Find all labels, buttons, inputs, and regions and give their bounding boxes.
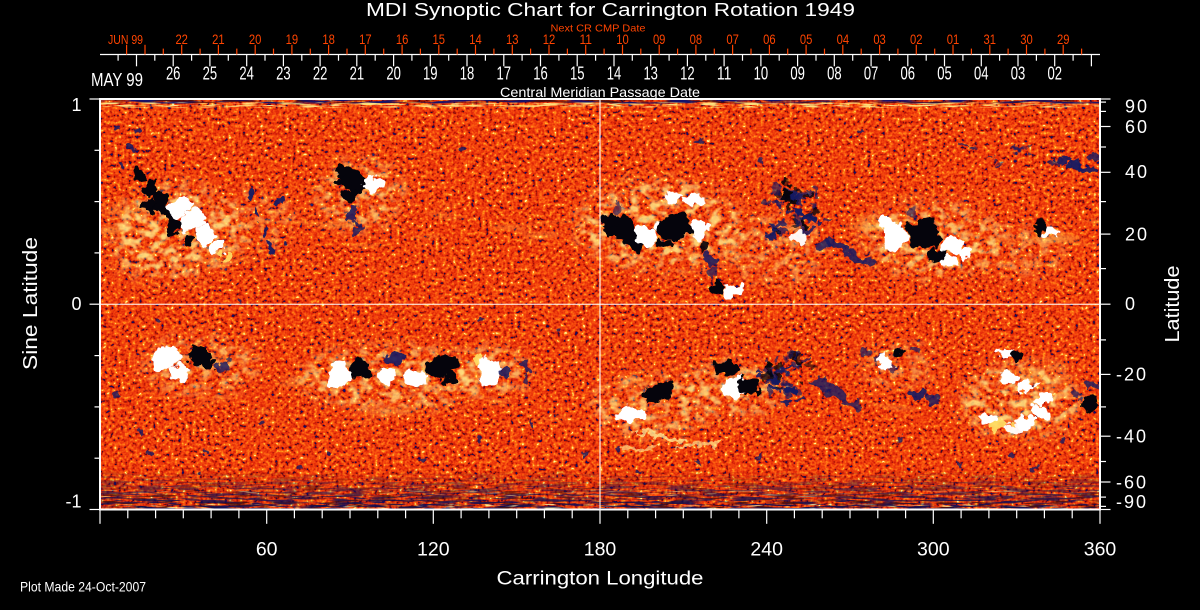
svg-text:10: 10: [616, 32, 629, 47]
svg-text:90: 90: [1125, 97, 1149, 117]
svg-text:MAY 99: MAY 99: [91, 70, 143, 90]
svg-text:14: 14: [469, 32, 482, 47]
svg-text:18: 18: [460, 64, 475, 84]
svg-text:-40: -40: [1116, 427, 1148, 447]
svg-text:19: 19: [423, 64, 438, 84]
svg-text:25: 25: [203, 64, 218, 84]
svg-text:Next CR CMP Date: Next CR CMP Date: [551, 23, 646, 35]
svg-text:0: 0: [1125, 294, 1137, 314]
svg-text:02: 02: [1047, 64, 1062, 84]
svg-text:22: 22: [313, 64, 328, 84]
svg-text:360: 360: [1084, 539, 1117, 561]
svg-text:20: 20: [386, 64, 401, 84]
svg-text:13: 13: [506, 32, 519, 47]
svg-text:-60: -60: [1116, 473, 1148, 493]
svg-text:09: 09: [790, 64, 805, 84]
svg-text:-20: -20: [1116, 365, 1148, 385]
svg-text:Sine Latitude: Sine Latitude: [19, 237, 42, 370]
svg-text:14: 14: [607, 64, 622, 84]
svg-text:120: 120: [417, 539, 450, 561]
svg-text:02: 02: [910, 32, 923, 47]
svg-text:180: 180: [584, 539, 617, 561]
svg-text:17: 17: [359, 32, 372, 47]
svg-text:29: 29: [1057, 32, 1070, 47]
svg-text:-1: -1: [65, 492, 81, 512]
svg-text:15: 15: [570, 64, 585, 84]
svg-text:21: 21: [212, 32, 225, 47]
svg-text:16: 16: [396, 32, 409, 47]
svg-text:05: 05: [937, 64, 952, 84]
svg-text:60: 60: [256, 539, 278, 561]
svg-text:19: 19: [286, 32, 299, 47]
svg-text:04: 04: [837, 32, 850, 47]
svg-text:03: 03: [873, 32, 886, 47]
svg-text:22: 22: [175, 32, 188, 47]
svg-text:240: 240: [750, 539, 783, 561]
svg-text:23: 23: [276, 64, 291, 84]
svg-text:40: 40: [1125, 162, 1149, 182]
svg-text:0: 0: [71, 294, 81, 314]
svg-text:Central Meridian Passage Date: Central Meridian Passage Date: [500, 84, 700, 100]
svg-text:20: 20: [1125, 225, 1149, 245]
svg-text:Plot Made 24-Oct-2007: Plot Made 24-Oct-2007: [20, 580, 146, 595]
svg-text:Carrington Longitude: Carrington Longitude: [497, 568, 704, 590]
svg-text:60: 60: [1125, 117, 1149, 137]
svg-text:300: 300: [917, 539, 950, 561]
svg-text:12: 12: [680, 64, 695, 84]
svg-text:Latitude: Latitude: [1161, 266, 1184, 343]
svg-text:12: 12: [543, 32, 556, 47]
svg-text:06: 06: [901, 64, 916, 84]
svg-text:11: 11: [717, 64, 732, 84]
svg-text:06: 06: [763, 32, 776, 47]
svg-text:24: 24: [239, 64, 254, 84]
svg-text:08: 08: [827, 64, 842, 84]
svg-text:20: 20: [249, 32, 262, 47]
svg-text:18: 18: [322, 32, 335, 47]
svg-text:16: 16: [533, 64, 548, 84]
svg-text:17: 17: [497, 64, 512, 84]
svg-text:09: 09: [653, 32, 666, 47]
svg-text:-90: -90: [1116, 492, 1148, 512]
svg-text:1: 1: [71, 95, 81, 115]
svg-text:10: 10: [754, 64, 769, 84]
svg-text:03: 03: [1011, 64, 1026, 84]
svg-text:05: 05: [800, 32, 813, 47]
svg-text:21: 21: [350, 64, 365, 84]
svg-text:07: 07: [864, 64, 879, 84]
svg-text:08: 08: [690, 32, 703, 47]
svg-text:11: 11: [579, 32, 592, 47]
svg-text:31: 31: [984, 32, 997, 47]
svg-text:01: 01: [947, 32, 960, 47]
svg-text:13: 13: [643, 64, 658, 84]
svg-text:04: 04: [974, 64, 989, 84]
svg-text:MDI Synoptic Chart for Carring: MDI Synoptic Chart for Carrington Rotati…: [366, 0, 855, 20]
svg-text:15: 15: [433, 32, 446, 47]
svg-text:JUN 99: JUN 99: [108, 33, 143, 47]
svg-text:30: 30: [1020, 32, 1033, 47]
svg-text:26: 26: [166, 64, 181, 84]
svg-text:07: 07: [726, 32, 739, 47]
